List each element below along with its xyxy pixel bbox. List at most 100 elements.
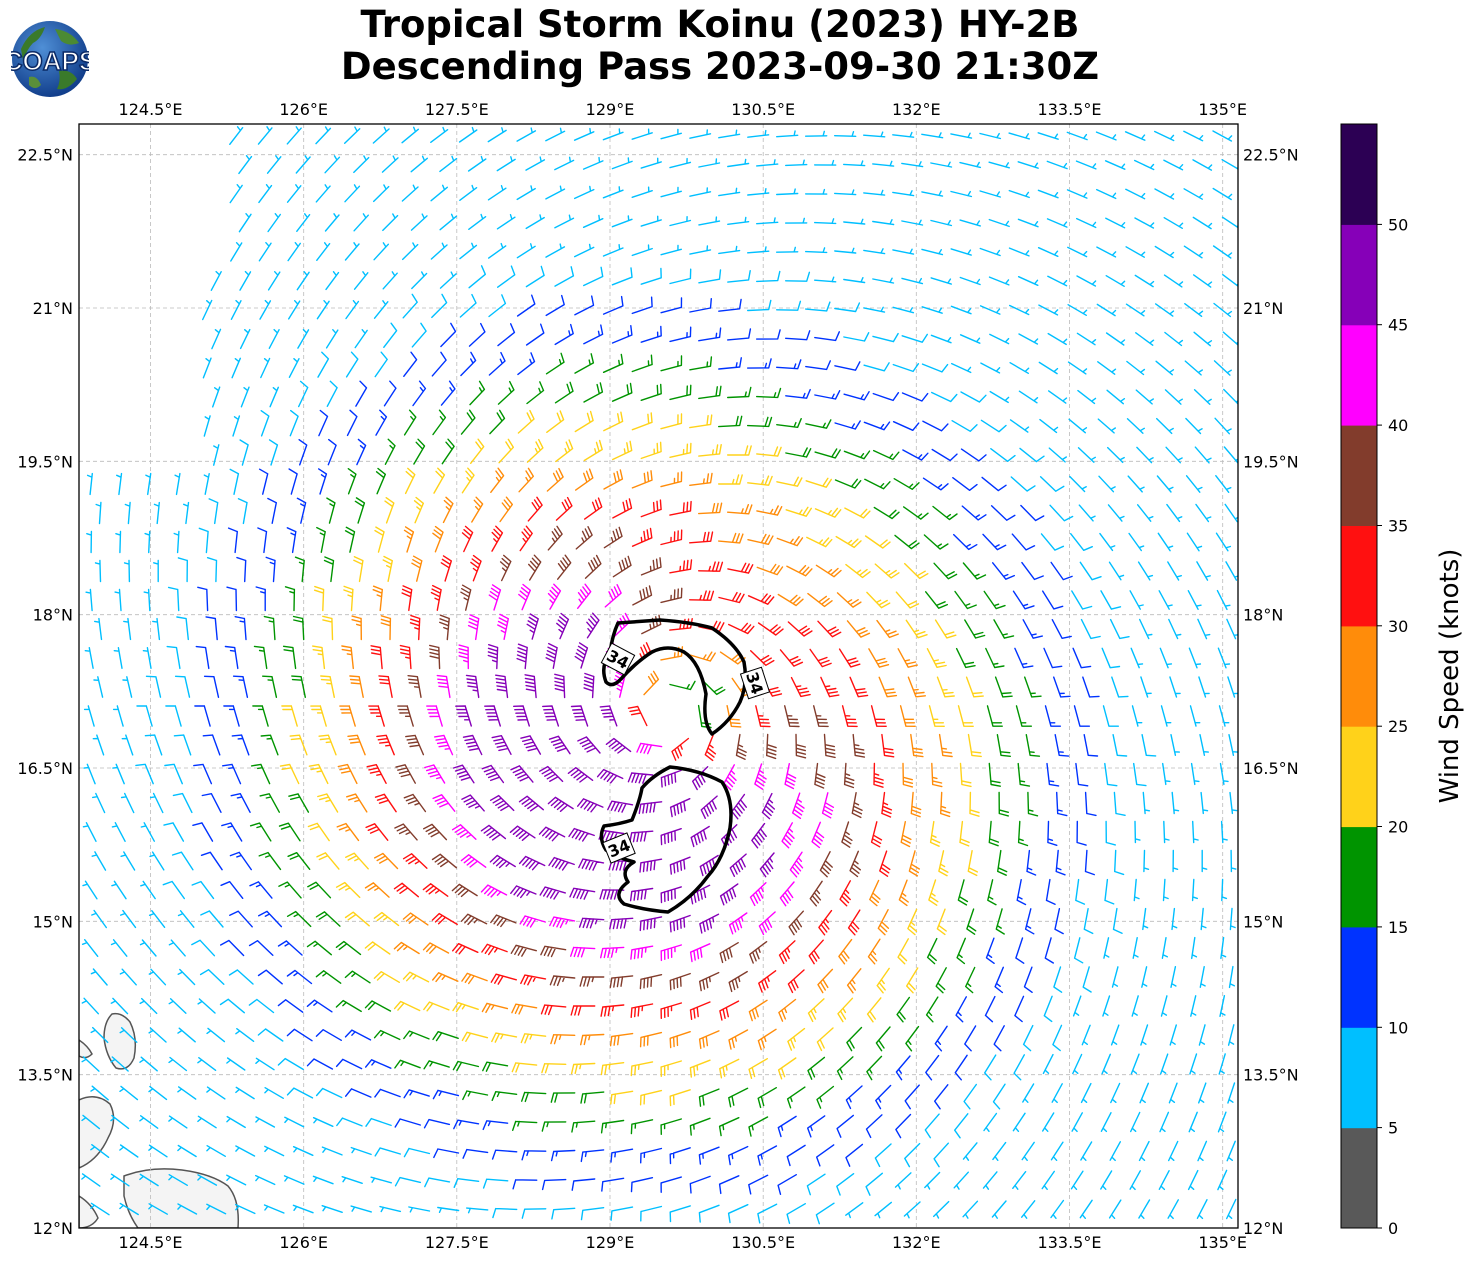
wind-barb <box>404 467 416 495</box>
wind-barb <box>1084 791 1097 817</box>
wind-barb <box>1054 908 1064 935</box>
wind-barb <box>439 614 450 641</box>
wind-barb <box>1221 878 1228 902</box>
wind-barb <box>838 938 853 965</box>
wind-barb <box>227 527 238 554</box>
wind-barb <box>468 265 486 289</box>
wind-barb <box>317 793 339 813</box>
wind-barb <box>814 507 842 518</box>
wind-barb <box>872 219 895 226</box>
wind-barb <box>84 647 94 669</box>
wind-barb <box>279 763 300 785</box>
wind-barb <box>1076 217 1097 229</box>
wind-barb <box>761 792 775 820</box>
wind-barb <box>950 248 972 256</box>
wind-barb <box>325 271 340 291</box>
wind-barb <box>876 619 899 639</box>
wind-barb <box>719 1000 740 1021</box>
wind-barb <box>993 1025 1005 1052</box>
wind-barb <box>226 586 238 612</box>
wind-barb <box>602 186 624 199</box>
wind-barb <box>669 798 691 818</box>
wind-barb <box>397 705 414 727</box>
wind-barb <box>172 792 193 814</box>
wind-barb <box>930 161 953 168</box>
wind-barb <box>875 1026 891 1052</box>
wind-barb <box>192 822 214 842</box>
wind-barb <box>611 267 633 286</box>
lon-tick-label-top: 133.5°E <box>1038 100 1102 119</box>
wind-barb <box>402 971 430 983</box>
wind-barb <box>956 937 966 965</box>
wind-barb <box>1056 791 1068 817</box>
wind-barb <box>924 1171 941 1190</box>
lat-tick-label-right: 21°N <box>1243 299 1283 318</box>
wind-barb <box>310 705 327 727</box>
wind-barb <box>489 794 515 812</box>
wind-barb <box>938 850 949 877</box>
wind-barb <box>345 852 369 870</box>
lat-tick-label-left: 18°N <box>33 606 73 625</box>
wind-barb <box>1196 561 1211 581</box>
wind-barb <box>600 1004 625 1017</box>
wind-barb <box>344 1029 372 1041</box>
wind-barb <box>1183 130 1204 142</box>
colorbar-tick-label: 10 <box>1388 1018 1408 1037</box>
wind-barb <box>407 675 422 698</box>
wind-barb <box>324 155 341 174</box>
wind-barb <box>149 792 164 814</box>
logo-text: COAPS <box>11 46 89 76</box>
wind-barb <box>1227 676 1238 698</box>
wind-barb <box>382 271 398 290</box>
wind-barb <box>547 796 574 812</box>
wind-barb <box>852 733 866 758</box>
wind-barb <box>1014 995 1025 1023</box>
wind-barb <box>923 534 949 550</box>
wind-barb <box>440 322 457 348</box>
wind-barb <box>174 675 191 698</box>
wind-barb <box>689 414 713 429</box>
wind-barb <box>1199 966 1206 988</box>
wind-barb <box>257 1028 284 1042</box>
wind-barb <box>1228 965 1235 989</box>
wind-barb <box>1101 1053 1111 1075</box>
wind-barb <box>112 705 124 727</box>
wind-barbs <box>81 126 1238 1225</box>
wind-barb <box>1066 189 1088 199</box>
wind-barb <box>430 242 448 260</box>
wind-barb <box>355 380 368 407</box>
wind-barb <box>183 501 190 525</box>
wind-barb <box>177 1027 196 1043</box>
wind-barb <box>580 1091 605 1104</box>
wind-barb <box>814 331 840 342</box>
wind-barb <box>296 213 311 232</box>
wind-barb <box>1078 504 1096 522</box>
wind-barb <box>284 1116 305 1128</box>
wind-barb <box>1020 504 1045 522</box>
wind-barb <box>843 277 866 284</box>
wind-barb <box>412 380 427 407</box>
wind-barb <box>1042 590 1064 610</box>
wind-barb <box>1220 820 1228 844</box>
wind-barb <box>583 439 603 462</box>
contour-34kt-north <box>602 618 748 736</box>
wind-barb <box>123 617 132 641</box>
wind-barb <box>878 676 898 698</box>
colorbar-label-text: Wind Speed (knots) <box>1435 548 1465 804</box>
wind-barb <box>452 1002 479 1013</box>
wind-barb <box>394 1059 421 1069</box>
wind-barb <box>910 733 924 758</box>
wind-barb <box>954 1054 968 1081</box>
wind-barb <box>669 680 696 691</box>
wind-barb <box>955 996 967 1023</box>
wind-barb <box>545 185 566 200</box>
wind-barb <box>226 1057 246 1071</box>
wind-barb <box>1067 246 1088 258</box>
wind-barb <box>1188 647 1202 669</box>
wind-barb <box>307 881 332 899</box>
wind-barb <box>603 469 624 490</box>
wind-barb <box>525 323 545 346</box>
wind-barb <box>957 879 969 906</box>
colorbar-bin <box>1341 525 1377 627</box>
wind-barb <box>286 527 297 554</box>
